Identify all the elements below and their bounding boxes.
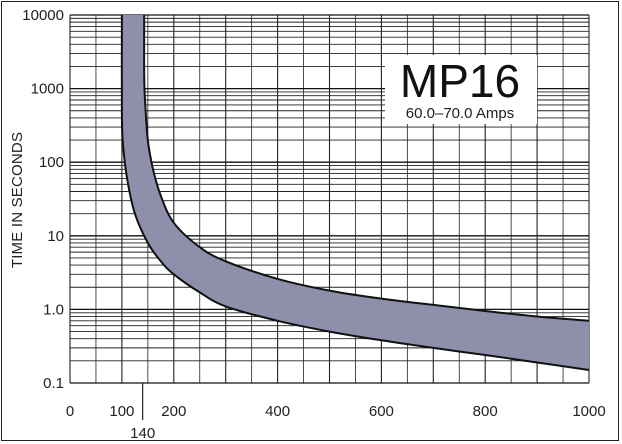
y-tick-label: 100 bbox=[39, 154, 64, 171]
lower-curve-line bbox=[120, 14, 590, 371]
upper-curve-line bbox=[143, 14, 590, 322]
x-tick-label: 400 bbox=[265, 403, 290, 420]
x-tick-label: 200 bbox=[161, 403, 186, 420]
y-axis-label: TIME IN SECONDS bbox=[9, 132, 26, 268]
x-tick-label: 600 bbox=[369, 403, 394, 420]
title-box bbox=[385, 55, 537, 124]
x-tick-label: 0 bbox=[66, 403, 74, 420]
trip-band bbox=[121, 15, 590, 370]
x-tick-label: 1000 bbox=[572, 403, 605, 420]
y-tick-label: 0.1 bbox=[43, 375, 64, 392]
y-tick-label: 1.0 bbox=[43, 301, 64, 318]
y-tick-label: 10000 bbox=[22, 7, 64, 24]
x-tick-label: 800 bbox=[473, 403, 498, 420]
x-tick-labels: 0 100 200 400 600 800 1000 bbox=[66, 403, 606, 420]
y-tick-labels: 10000 1000 100 10 1.0 0.1 bbox=[22, 7, 64, 392]
x-tick-label: 100 bbox=[109, 403, 134, 420]
chart-subtitle: 60.0–70.0 Amps bbox=[406, 105, 514, 122]
y-tick-label: 10 bbox=[47, 228, 64, 245]
chart-title: MP16 bbox=[400, 55, 520, 107]
x-marker-label: 140 bbox=[130, 425, 155, 442]
y-tick-label: 1000 bbox=[31, 81, 64, 98]
